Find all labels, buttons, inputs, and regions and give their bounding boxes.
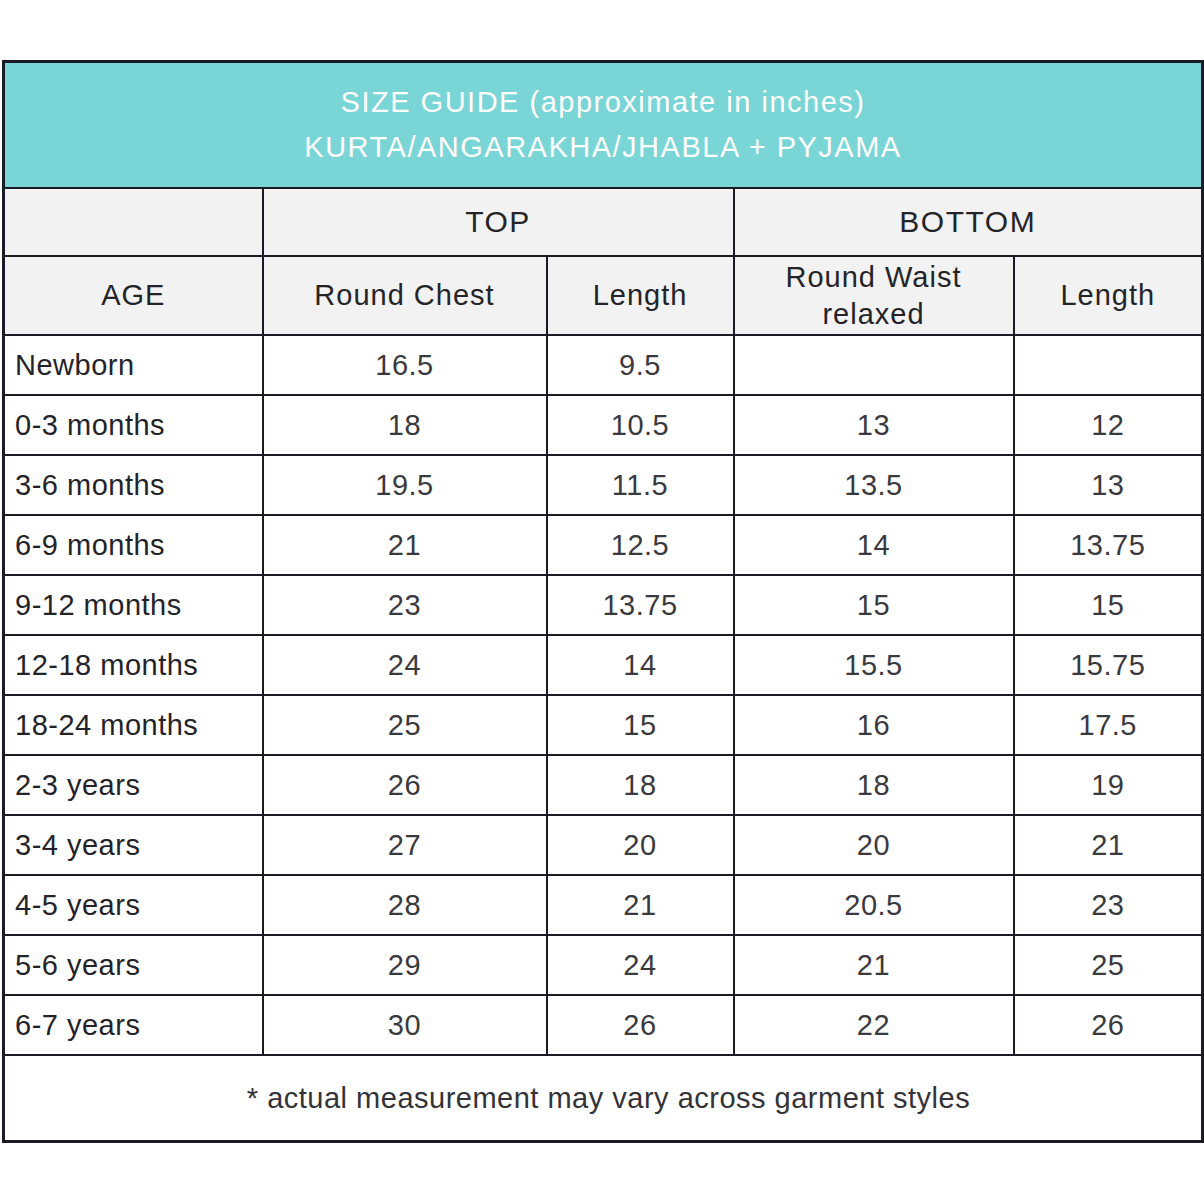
value-cell: [734, 335, 1014, 395]
table-footer: * actual measurement may vary across gar…: [4, 1055, 1203, 1142]
title-line-1: SIZE GUIDE (approximate in inches): [5, 80, 1201, 125]
table-row: 5-6 years29242125: [4, 935, 1203, 995]
size-guide-table: SIZE GUIDE (approximate in inches) KURTA…: [2, 60, 1204, 1143]
age-cell: Newborn: [4, 335, 263, 395]
value-cell: 12: [1014, 395, 1203, 455]
value-cell: 28: [263, 875, 547, 935]
age-cell: 18-24 months: [4, 695, 263, 755]
age-cell: 3-4 years: [4, 815, 263, 875]
group-header-row: TOP BOTTOM: [4, 188, 1203, 256]
col-header-age: AGE: [4, 256, 263, 335]
table-header: SIZE GUIDE (approximate in inches) KURTA…: [4, 62, 1203, 336]
table-row: 0-3 months1810.51312: [4, 395, 1203, 455]
value-cell: 14: [734, 515, 1014, 575]
table-row: 6-7 years30262226: [4, 995, 1203, 1055]
value-cell: 26: [263, 755, 547, 815]
age-cell: 0-3 months: [4, 395, 263, 455]
age-cell: 6-7 years: [4, 995, 263, 1055]
value-cell: 19.5: [263, 455, 547, 515]
value-cell: 20: [547, 815, 734, 875]
age-cell: 12-18 months: [4, 635, 263, 695]
value-cell: 16: [734, 695, 1014, 755]
footnote-row: * actual measurement may vary across gar…: [4, 1055, 1203, 1142]
value-cell: 20: [734, 815, 1014, 875]
value-cell: 21: [1014, 815, 1203, 875]
age-cell: 5-6 years: [4, 935, 263, 995]
value-cell: 18: [263, 395, 547, 455]
value-cell: 15.75: [1014, 635, 1203, 695]
col-header-round-waist: Round Waist relaxed: [734, 256, 1014, 335]
value-cell: 13.75: [1014, 515, 1203, 575]
value-cell: 13: [734, 395, 1014, 455]
value-cell: 18: [547, 755, 734, 815]
table-row: 3-6 months19.511.513.513: [4, 455, 1203, 515]
value-cell: 13.75: [547, 575, 734, 635]
value-cell: 15: [1014, 575, 1203, 635]
footnote: * actual measurement may vary across gar…: [4, 1055, 1203, 1142]
table-row: 6-9 months2112.51413.75: [4, 515, 1203, 575]
value-cell: 10.5: [547, 395, 734, 455]
col-header-bottom-length: Length: [1014, 256, 1203, 335]
value-cell: 21: [547, 875, 734, 935]
value-cell: 26: [547, 995, 734, 1055]
value-cell: 25: [263, 695, 547, 755]
column-header-row: AGE Round Chest Length Round Waist relax…: [4, 256, 1203, 335]
value-cell: 30: [263, 995, 547, 1055]
table-body: Newborn16.59.50-3 months1810.513123-6 mo…: [4, 335, 1203, 1055]
value-cell: 24: [547, 935, 734, 995]
age-cell: 9-12 months: [4, 575, 263, 635]
value-cell: [1014, 335, 1203, 395]
col-header-round-chest: Round Chest: [263, 256, 547, 335]
value-cell: 29: [263, 935, 547, 995]
value-cell: 22: [734, 995, 1014, 1055]
col-header-top-length: Length: [547, 256, 734, 335]
value-cell: 21: [263, 515, 547, 575]
group-header-top: TOP: [263, 188, 734, 256]
value-cell: 16.5: [263, 335, 547, 395]
value-cell: 15: [547, 695, 734, 755]
value-cell: 17.5: [1014, 695, 1203, 755]
value-cell: 9.5: [547, 335, 734, 395]
value-cell: 26: [1014, 995, 1203, 1055]
value-cell: 23: [1014, 875, 1203, 935]
value-cell: 13.5: [734, 455, 1014, 515]
value-cell: 24: [263, 635, 547, 695]
title-row: SIZE GUIDE (approximate in inches) KURTA…: [4, 62, 1203, 189]
value-cell: 12.5: [547, 515, 734, 575]
title-line-2: KURTA/ANGARAKHA/JHABLA + PYJAMA: [5, 125, 1201, 170]
table-row: 18-24 months25151617.5: [4, 695, 1203, 755]
value-cell: 18: [734, 755, 1014, 815]
table-row: 9-12 months2313.751515: [4, 575, 1203, 635]
size-guide-image: SIZE GUIDE (approximate in inches) KURTA…: [0, 0, 1204, 1204]
table-row: 2-3 years26181819: [4, 755, 1203, 815]
value-cell: 15: [734, 575, 1014, 635]
value-cell: 25: [1014, 935, 1203, 995]
value-cell: 20.5: [734, 875, 1014, 935]
table-row: 4-5 years282120.523: [4, 875, 1203, 935]
value-cell: 27: [263, 815, 547, 875]
group-header-bottom: BOTTOM: [734, 188, 1203, 256]
value-cell: 14: [547, 635, 734, 695]
value-cell: 21: [734, 935, 1014, 995]
table-row: Newborn16.59.5: [4, 335, 1203, 395]
group-header-blank: [4, 188, 263, 256]
size-guide-title: SIZE GUIDE (approximate in inches) KURTA…: [4, 62, 1203, 189]
age-cell: 3-6 months: [4, 455, 263, 515]
age-cell: 6-9 months: [4, 515, 263, 575]
table-row: 3-4 years27202021: [4, 815, 1203, 875]
table-row: 12-18 months241415.515.75: [4, 635, 1203, 695]
age-cell: 4-5 years: [4, 875, 263, 935]
value-cell: 15.5: [734, 635, 1014, 695]
age-cell: 2-3 years: [4, 755, 263, 815]
value-cell: 23: [263, 575, 547, 635]
value-cell: 13: [1014, 455, 1203, 515]
value-cell: 11.5: [547, 455, 734, 515]
value-cell: 19: [1014, 755, 1203, 815]
